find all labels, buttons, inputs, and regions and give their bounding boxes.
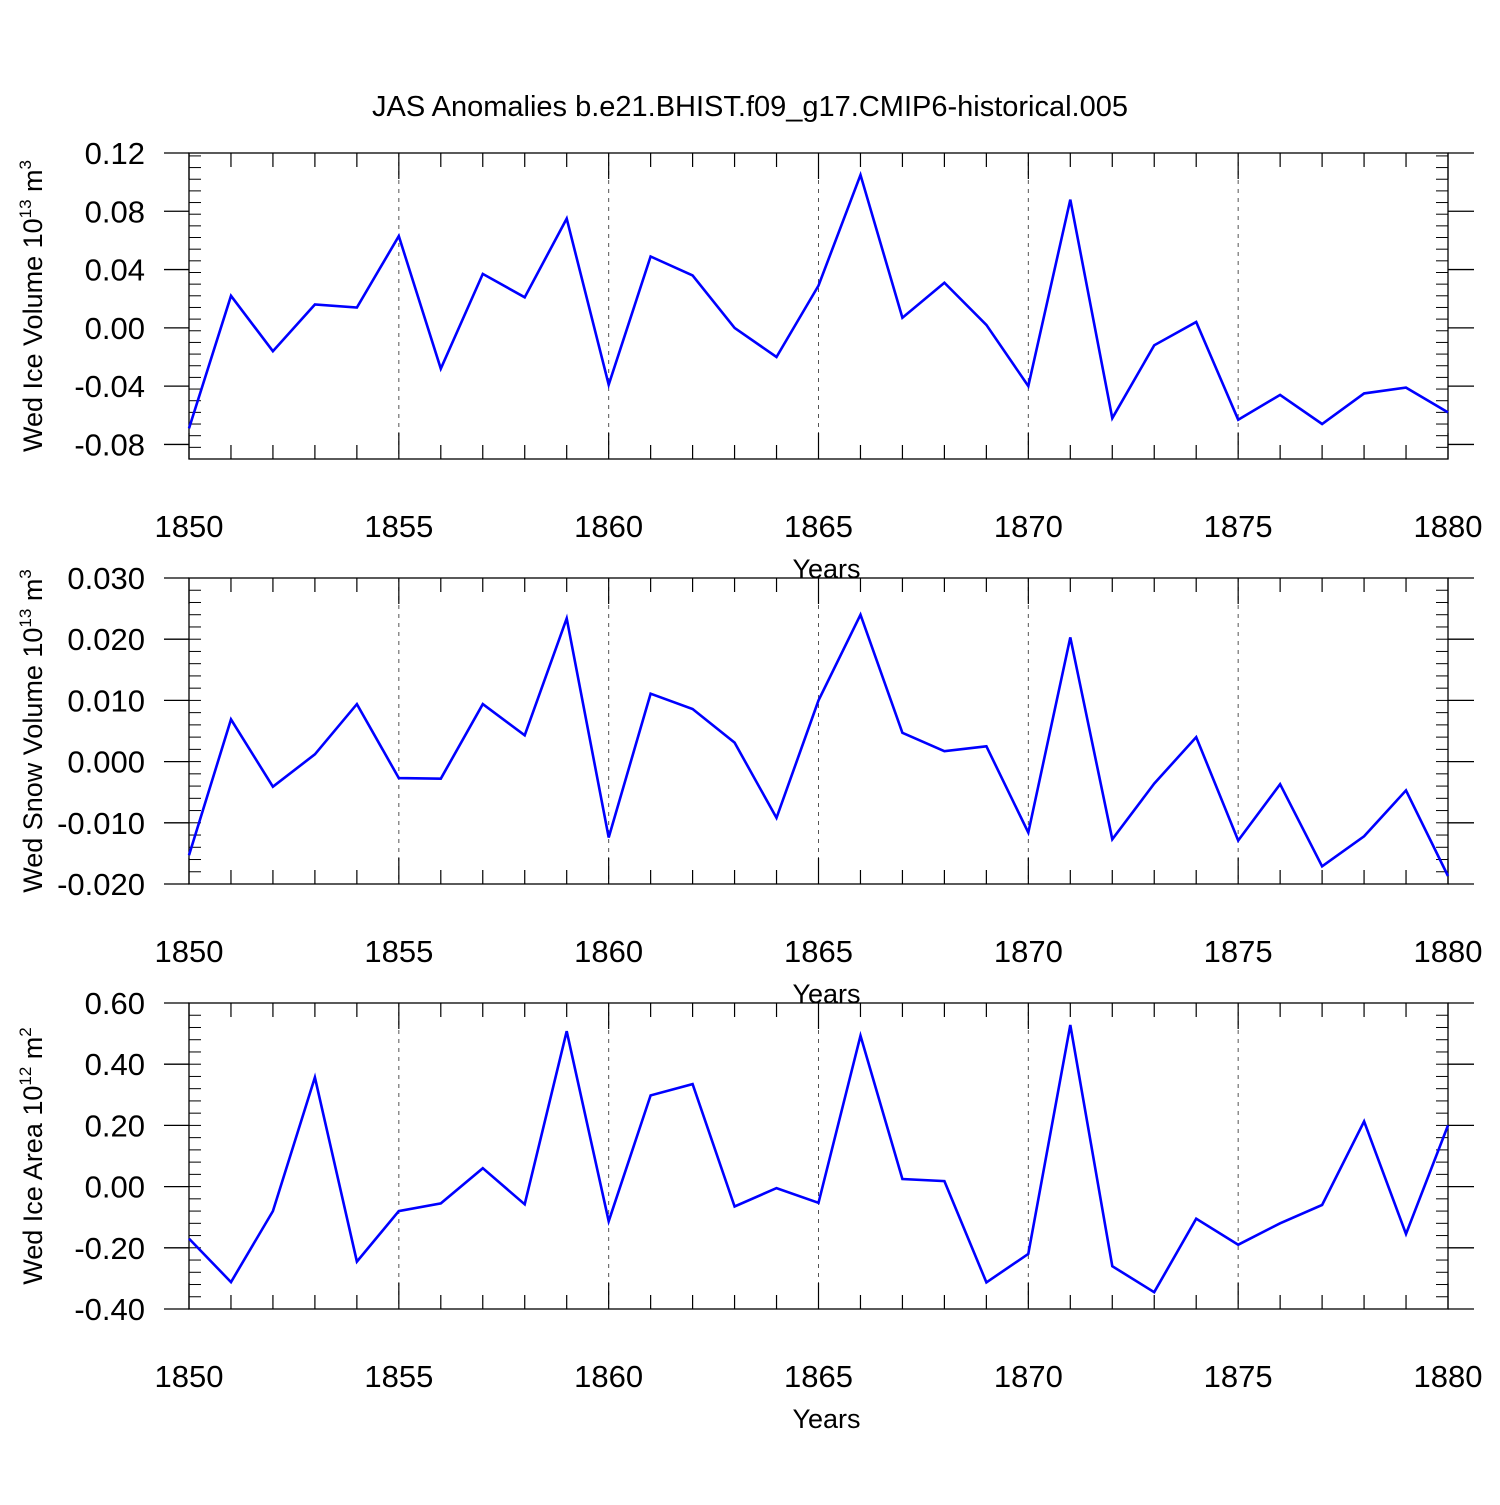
y-axis-label: Wed Ice Area 1012 m2 (16, 1027, 48, 1285)
x-tick-label: 1855 (364, 1359, 433, 1394)
x-tick-label: 1880 (1414, 1359, 1483, 1394)
y-tick-label: 0.030 (67, 561, 145, 596)
y-tick-label: 0.08 (85, 194, 145, 229)
x-tick-label: 1850 (155, 1359, 224, 1394)
y-axis-label: Wed Ice Volume 1013 m3 (16, 160, 48, 452)
x-tick-label: 1855 (364, 934, 433, 969)
x-axis-label: Years (792, 979, 860, 1009)
figure-title: JAS Anomalies b.e21.BHIST.f09_g17.CMIP6-… (372, 91, 1128, 123)
y-tick-label: -0.010 (57, 806, 145, 841)
x-tick-label: 1880 (1414, 509, 1483, 544)
x-tick-label: 1870 (994, 934, 1063, 969)
x-tick-label: 1850 (155, 509, 224, 544)
y-tick-label: -0.04 (74, 369, 145, 404)
x-tick-label: 1865 (784, 1359, 853, 1394)
x-tick-label: 1865 (784, 509, 853, 544)
y-tick-label: -0.08 (74, 427, 145, 462)
y-tick-label: 0.00 (85, 311, 145, 346)
y-axis-label: Wed Snow Volume 1013 m3 (16, 569, 48, 893)
x-tick-label: 1865 (784, 934, 853, 969)
panel-3: -0.40 -0.20 0.00 0.20 0.40 0.60 1850 1855 1860 18… (16, 986, 1482, 1434)
x-axis-label: Years (792, 554, 860, 584)
x-tick-label: 1855 (364, 509, 433, 544)
y-tick-label: 0.12 (85, 136, 145, 171)
y-tick-label: 0.020 (67, 622, 145, 657)
x-tick-label: 1860 (574, 934, 643, 969)
y-tick-label: 0.00 (85, 1170, 145, 1205)
x-tick-label: 1875 (1204, 1359, 1273, 1394)
x-tick-label: 1850 (155, 934, 224, 969)
y-tick-label: 0.000 (67, 745, 145, 780)
x-tick-label: 1875 (1204, 934, 1273, 969)
x-tick-label: 1875 (1204, 509, 1273, 544)
y-tick-label: -0.020 (57, 867, 145, 902)
y-tick-label: 0.010 (67, 683, 145, 718)
x-tick-label: 1870 (994, 1359, 1063, 1394)
y-tick-label: 0.04 (85, 253, 145, 288)
panel-1: -0.08 -0.04 0.00 0.04 0.08 0.12 1850 1855 1860 18… (16, 136, 1482, 584)
y-tick-label: -0.20 (74, 1231, 145, 1266)
y-tick-label: 0.60 (85, 986, 145, 1021)
y-tick-label: 0.40 (85, 1047, 145, 1082)
x-tick-label: 1860 (574, 509, 643, 544)
x-tick-label: 1870 (994, 509, 1063, 544)
x-tick-label: 1860 (574, 1359, 643, 1394)
panel-2: -0.020 -0.010 0.000 0.010 0.020 0.030 1850 1855… (16, 561, 1482, 1009)
y-tick-label: -0.40 (74, 1292, 145, 1327)
y-tick-label: 0.20 (85, 1108, 145, 1143)
x-tick-label: 1880 (1414, 934, 1483, 969)
x-axis-label: Years (792, 1404, 860, 1434)
